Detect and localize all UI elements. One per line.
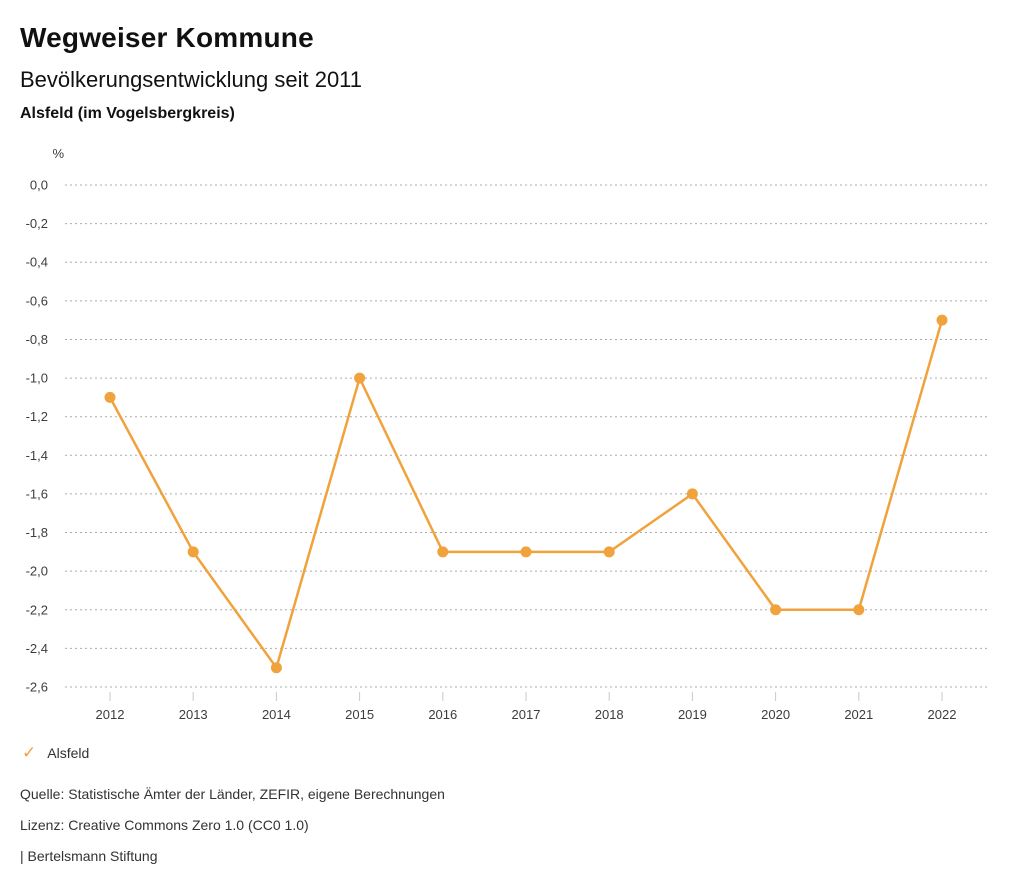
x-tick-label: 2012 [96, 707, 125, 722]
y-tick-label: -1,4 [26, 448, 48, 463]
page-title: Wegweiser Kommune [20, 22, 314, 53]
y-axis-unit-label: % [52, 146, 64, 161]
source-note: Quelle: Statistische Ämter der Länder, Z… [20, 786, 445, 802]
x-tick-label: 2015 [345, 707, 374, 722]
data-point-2015[interactable] [354, 372, 366, 384]
y-tick-label: -1,8 [26, 525, 48, 540]
location-label: Alsfeld (im Vogelsbergkreis) [20, 105, 235, 122]
x-tick-label: 2017 [512, 707, 541, 722]
y-tick-label: -0,6 [26, 293, 48, 308]
y-tick-label: -2,6 [26, 679, 48, 694]
y-tick-label: -2,2 [26, 602, 48, 617]
data-point-2013[interactable] [187, 546, 199, 558]
x-tick-label: 2014 [262, 707, 291, 722]
page-subtitle: Bevölkerungsentwicklung seit 2011 [20, 67, 363, 92]
y-tick-label: -2,0 [26, 564, 48, 579]
data-point-2014[interactable] [270, 662, 282, 674]
data-point-2019[interactable] [686, 488, 698, 500]
attribution-note: | Bertelsmann Stiftung [20, 848, 158, 864]
y-tick-label: -0,2 [26, 216, 48, 231]
data-point-2020[interactable] [770, 604, 782, 616]
license-note: Lizenz: Creative Commons Zero 1.0 (CC0 1… [20, 817, 309, 833]
y-tick-label: -2,4 [26, 641, 48, 656]
x-tick-label: 2021 [844, 707, 873, 722]
data-point-2017[interactable] [520, 546, 532, 558]
y-tick-label: -1,6 [26, 486, 48, 501]
x-tick-label: 2019 [678, 707, 707, 722]
check-icon: ✓ [22, 743, 37, 762]
x-tick-label: 2013 [179, 707, 208, 722]
data-point-2018[interactable] [603, 546, 615, 558]
y-tick-label: -1,0 [26, 371, 48, 386]
legend-item-alsfeld[interactable]: ✓ Alsfeld [22, 744, 89, 761]
data-point-2021[interactable] [853, 604, 865, 616]
data-point-2016[interactable] [437, 546, 449, 558]
data-point-2012[interactable] [104, 391, 116, 403]
x-tick-label: 2020 [761, 707, 790, 722]
y-tick-label: -1,2 [26, 409, 48, 424]
chart-svg: % 0,0 -0,2 -0,4 -0,6 -0,8 -1,0 -1,2 -1,4 -1,6 -1,8… [26, 146, 990, 722]
y-tick-label: 0,0 [30, 178, 48, 193]
x-tick-label: 2016 [428, 707, 457, 722]
x-tick-label: 2022 [928, 707, 957, 722]
legend-label: Alsfeld [47, 744, 90, 761]
data-point-2022[interactable] [936, 314, 948, 326]
y-tick-label: -0,4 [26, 255, 48, 270]
x-tick-label: 2018 [595, 707, 624, 722]
y-tick-label: -0,8 [26, 332, 48, 347]
